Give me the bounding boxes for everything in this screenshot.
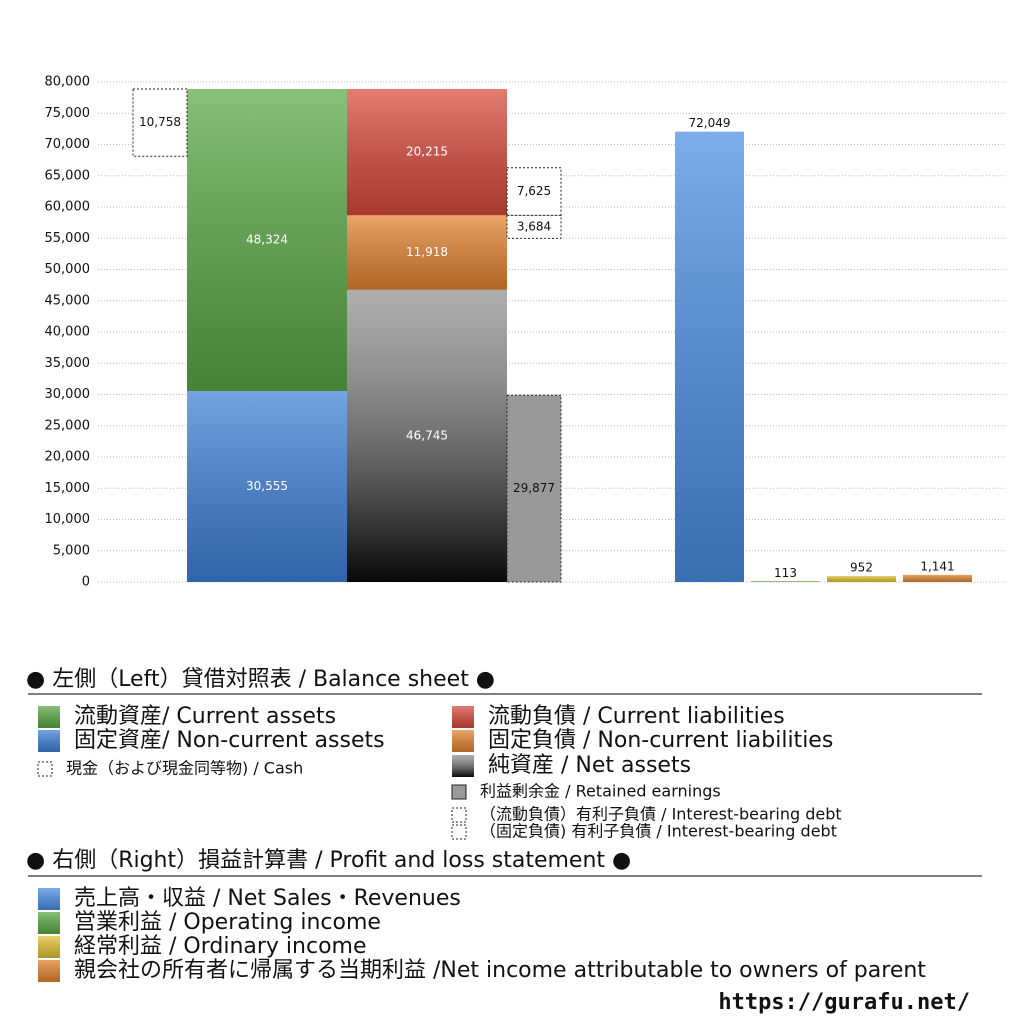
bar-shade xyxy=(347,289,507,582)
footer: https://gurafu.net/ xyxy=(718,990,970,1015)
legend-shade xyxy=(38,888,60,910)
y-tick-label: 45,000 xyxy=(45,293,91,308)
value-label: 29,877 xyxy=(513,481,555,495)
legend-label: 流動負債 / Current liabilities xyxy=(488,704,785,729)
value-label: 30,555 xyxy=(246,479,288,493)
value-label: 113 xyxy=(774,566,797,580)
legend-shade xyxy=(38,936,60,958)
y-tick-label: 35,000 xyxy=(45,356,91,371)
legend-swatch xyxy=(451,824,467,840)
value-label: 46,745 xyxy=(406,428,448,442)
y-tick-label: 60,000 xyxy=(45,200,91,215)
legend-shade xyxy=(452,706,474,728)
legend-label: 純資産 / Net assets xyxy=(488,753,691,778)
y-tick-label: 15,000 xyxy=(45,481,91,496)
y-tick-label: 20,000 xyxy=(45,450,91,465)
value-label: 72,049 xyxy=(689,116,731,130)
bar-shade xyxy=(675,131,744,582)
y-tick-label: 5,000 xyxy=(53,543,90,558)
dashed-box xyxy=(506,214,562,239)
legend-shade xyxy=(38,706,60,728)
legend-shade xyxy=(38,912,60,934)
value-label: 3,684 xyxy=(517,219,551,233)
y-tick-label: 50,000 xyxy=(45,262,91,277)
y-tick-label: 70,000 xyxy=(45,137,91,152)
dashed-box xyxy=(506,167,562,216)
value-label: 10,758 xyxy=(139,115,181,129)
bar-shade xyxy=(347,89,507,216)
y-tick-label: 80,000 xyxy=(45,75,91,90)
legend-label: 営業利益 / Operating income xyxy=(74,910,381,935)
legend-left-title: ● 左側（Left）貸借対照表 / Balance sheet ● xyxy=(26,667,495,692)
legend-shade xyxy=(38,730,60,752)
bar-shade xyxy=(187,391,347,582)
legend-shade xyxy=(38,960,60,982)
bar-shade xyxy=(903,574,972,582)
legend-label: （固定負債) 有利子負債 / Interest-bearing debt xyxy=(480,822,837,841)
value-label: 11,918 xyxy=(406,245,448,259)
legend-label: 現金（および現金同等物) / Cash xyxy=(66,759,303,778)
value-label: 7,625 xyxy=(517,184,551,198)
legend-label: 親会社の所有者に帰属する当期利益 /Net income attributabl… xyxy=(74,958,926,983)
legend-swatch xyxy=(37,761,53,777)
dashed-box xyxy=(132,88,188,157)
legend-label: 固定資産/ Non-current assets xyxy=(74,728,385,753)
bar xyxy=(506,394,562,583)
legend-swatch xyxy=(451,807,467,823)
bar-shade xyxy=(187,89,347,392)
value-label: 952 xyxy=(850,561,873,575)
legend-label: （流動負債）有利子負債 / Interest-bearing debt xyxy=(480,805,842,824)
legend-label: 利益剰余金 / Retained earnings xyxy=(480,782,721,801)
legend-right-title: ● 右側（Right）損益計算書 / Profit and loss state… xyxy=(26,848,631,873)
y-tick-label: 40,000 xyxy=(45,325,91,340)
value-label: 20,215 xyxy=(406,145,448,159)
value-label: 48,324 xyxy=(246,233,288,247)
y-tick-label: 75,000 xyxy=(45,106,91,121)
legend-label: 売上高・収益 / Net Sales・Revenues xyxy=(74,886,461,911)
bar-shade xyxy=(751,581,820,582)
bar-shade xyxy=(827,576,896,582)
y-tick-label: 25,000 xyxy=(45,418,91,433)
legend-label: 流動資産/ Current assets xyxy=(74,704,336,729)
y-tick-label: 30,000 xyxy=(45,387,91,402)
value-label: 1,141 xyxy=(920,559,954,573)
legend-label: 経常利益 / Ordinary income xyxy=(74,934,367,959)
bar-shade xyxy=(347,215,507,290)
legend-swatch xyxy=(451,784,467,800)
y-tick-label: 55,000 xyxy=(45,231,91,246)
y-tick-label: 10,000 xyxy=(45,512,91,527)
y-tick-label: 65,000 xyxy=(45,168,91,183)
legend-shade xyxy=(452,755,474,777)
legend-label: 固定負債 / Non-current liabilities xyxy=(488,728,833,753)
y-tick-label: 0 xyxy=(82,575,90,590)
legend-shade xyxy=(452,730,474,752)
